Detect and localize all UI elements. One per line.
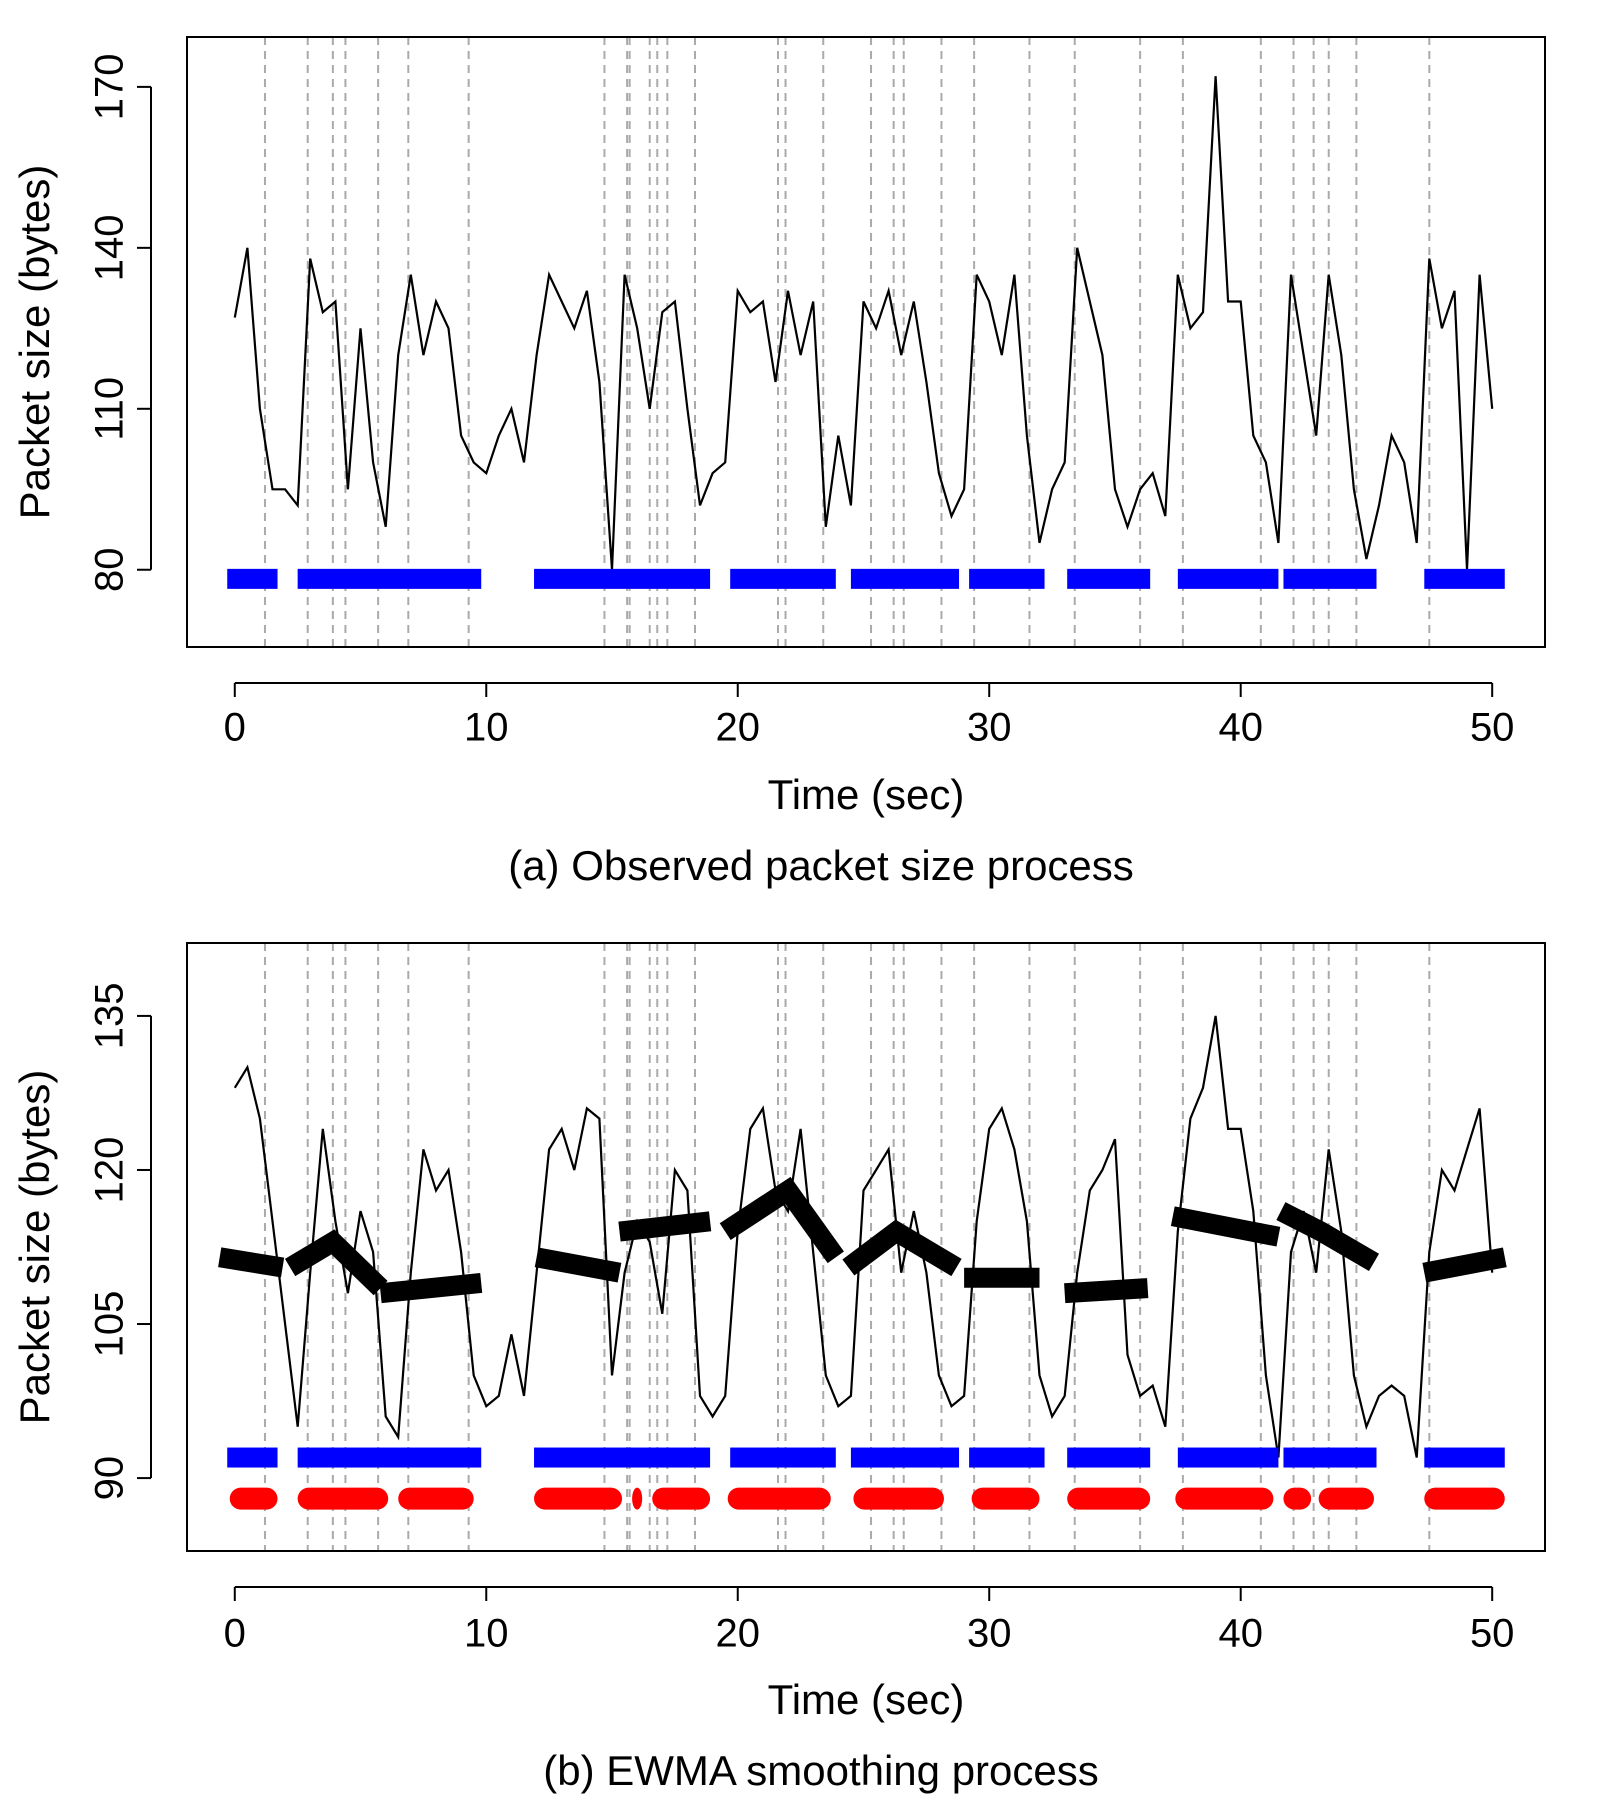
x-tick-label: 30 [967,706,1012,750]
interval [227,1447,278,1468]
y-tick-label: 90 [88,1456,132,1501]
x-tick-label: 30 [967,1612,1012,1656]
band [1170,1206,1281,1247]
interval [850,1447,960,1468]
interval [1175,1487,1274,1510]
chart: 0 10 20 30 40 50 80 110 140 170 Time (sec) Packet s… [11,36,1546,889]
interval [1424,568,1505,589]
y-tick-label: 135 [88,983,132,1050]
band [719,1176,844,1264]
x-tick-label: 50 [1470,706,1515,750]
interval [969,1447,1045,1468]
interval [850,568,960,589]
interval [1424,1447,1505,1468]
band [1064,1278,1149,1304]
interval [652,1487,711,1510]
band [379,1272,483,1304]
interval [297,568,482,589]
interval [297,1487,389,1510]
interval [969,568,1045,589]
band [284,1229,388,1296]
y-tick-label: 105 [88,1291,132,1358]
interval [632,1487,643,1510]
interval [853,1487,944,1510]
y-tick-label: 110 [88,377,132,441]
x-tick-label: 0 [224,1612,246,1656]
plot-frame [186,36,1546,648]
x-tick-label: 40 [1218,706,1263,750]
chart-caption: (a) Observed packet size process [508,842,1134,889]
x-tick-label: 40 [1218,1612,1263,1656]
plot-frame [186,942,1546,1552]
interval [534,1447,711,1468]
interval [1067,1447,1151,1468]
interval [398,1487,474,1510]
interval [1177,568,1279,589]
interval [730,1447,836,1468]
data-line [233,76,1494,570]
chart-caption: (b) EWMA smoothing process [543,1747,1099,1794]
x-axis-label: Time (sec) [768,771,965,818]
interval [1283,1447,1377,1468]
y-axis-label: Packet size (bytes) [11,1070,58,1425]
interval [1067,1487,1151,1510]
interval [730,568,836,589]
y-tick-label: 170 [88,54,132,121]
x-axis-label: Time (sec) [768,1676,965,1723]
x-tick-label: 20 [715,1612,760,1656]
interval [297,1447,482,1468]
band [1422,1247,1507,1283]
interval [229,1487,278,1510]
band [618,1211,712,1242]
y-tick-label: 120 [88,1137,132,1204]
band [842,1219,962,1277]
interval [1318,1487,1374,1510]
band [218,1247,285,1278]
interval [534,1487,623,1510]
y-tick-label: 80 [88,547,132,592]
interval [1067,568,1151,589]
data-line [233,1015,1494,1458]
interval [227,568,278,589]
interval [971,1487,1040,1510]
interval [1283,1487,1312,1510]
x-tick-label: 0 [224,706,246,750]
band [534,1247,622,1283]
interval [1424,1487,1505,1510]
interval [534,568,711,589]
interval [1283,568,1377,589]
x-tick-label: 20 [715,706,760,750]
x-tick-label: 50 [1470,1612,1515,1656]
chart: 0 10 20 30 40 50 90 105 120 135 Time (sec) Packet s… [11,942,1546,1794]
interval [1177,1447,1279,1468]
x-tick-label: 10 [464,706,509,750]
y-axis-label: Packet size (bytes) [11,165,58,520]
x-tick-label: 10 [464,1612,509,1656]
y-tick-label: 140 [88,214,132,281]
interval [727,1487,831,1510]
band [1276,1202,1380,1272]
